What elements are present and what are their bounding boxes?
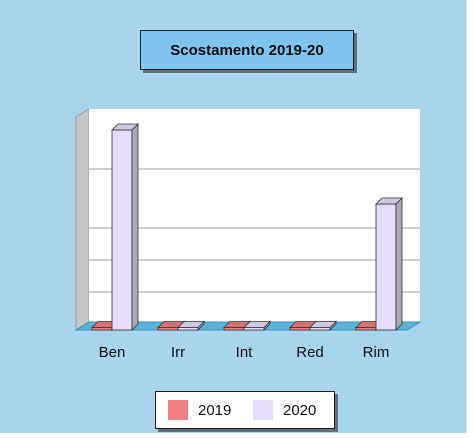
category-label-ben: Ben [99,344,126,361]
category-label-int: Int [236,344,254,361]
chart-panel: Scostamento 2019-20 Ben Irr Int Red Rim 2019… [0,0,467,433]
chart-title: Scostamento 2019-20 [140,30,354,70]
legend: 2019 2020 [155,391,335,429]
bar-2020-irr [177,320,205,331]
bar-2020-red [309,320,337,331]
bar-2020-ben [111,123,139,331]
bar-chart: Ben Irr Int Red Rim [74,108,422,361]
plot-left-wall [75,108,90,331]
legend-swatch-2020 [253,400,273,420]
legend-item-2019: 2019 [168,392,231,428]
legend-swatch-2019 [168,400,188,420]
legend-item-2020: 2020 [253,392,316,428]
bars-group [91,123,403,331]
bar-2020-rim [375,197,403,331]
bar-2020-int [243,320,271,331]
category-label-rim: Rim [363,344,390,361]
category-label-red: Red [296,344,324,361]
plot-back-wall [89,109,420,322]
category-label-irr: Irr [171,344,185,361]
category-labels: Ben Irr Int Red Rim [99,344,390,361]
legend-label-2019: 2019 [198,401,232,419]
gridlines [89,168,420,293]
legend-label-2020: 2020 [283,401,317,419]
